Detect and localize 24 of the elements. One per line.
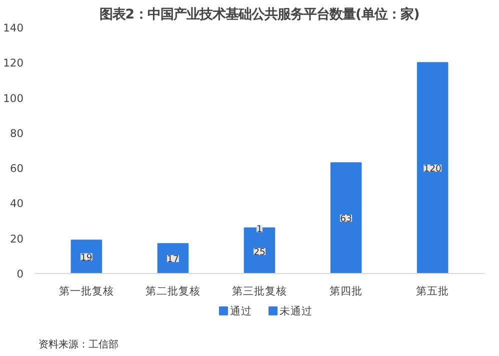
data-label: 17 (167, 254, 179, 266)
y-tick-label: 60 (10, 162, 24, 176)
x-tick-label: 第三批复核 (232, 284, 287, 298)
x-tick-label: 第五批 (416, 284, 450, 298)
data-label: 19 (80, 252, 92, 264)
y-tick-label: 140 (3, 22, 24, 34)
bar (70, 240, 102, 274)
text: 资料来源：工信部 (38, 338, 118, 350)
x-tick-label: 第四批 (330, 284, 363, 298)
x-tick-label: 第一批复核 (58, 284, 114, 298)
y-tick-label: 80 (10, 126, 24, 140)
bar (416, 62, 448, 274)
data-label: 1 (256, 224, 263, 236)
y-tick-label: 0 (16, 268, 24, 280)
legend-label: 未通过 (279, 304, 312, 318)
bar (157, 243, 189, 274)
chart-title: 图表2：中国产业技术基础公共服务平台数量(单位：家) (99, 6, 420, 22)
y-tick-label: 100 (3, 92, 24, 105)
legend-label: 通过 (230, 304, 252, 318)
y-tick-label: 20 (10, 232, 24, 246)
bar (330, 162, 362, 274)
y-tick-label: 40 (10, 197, 24, 210)
x-tick-label: 第二批复核 (145, 284, 200, 298)
y-tick-label: 120 (3, 56, 24, 70)
